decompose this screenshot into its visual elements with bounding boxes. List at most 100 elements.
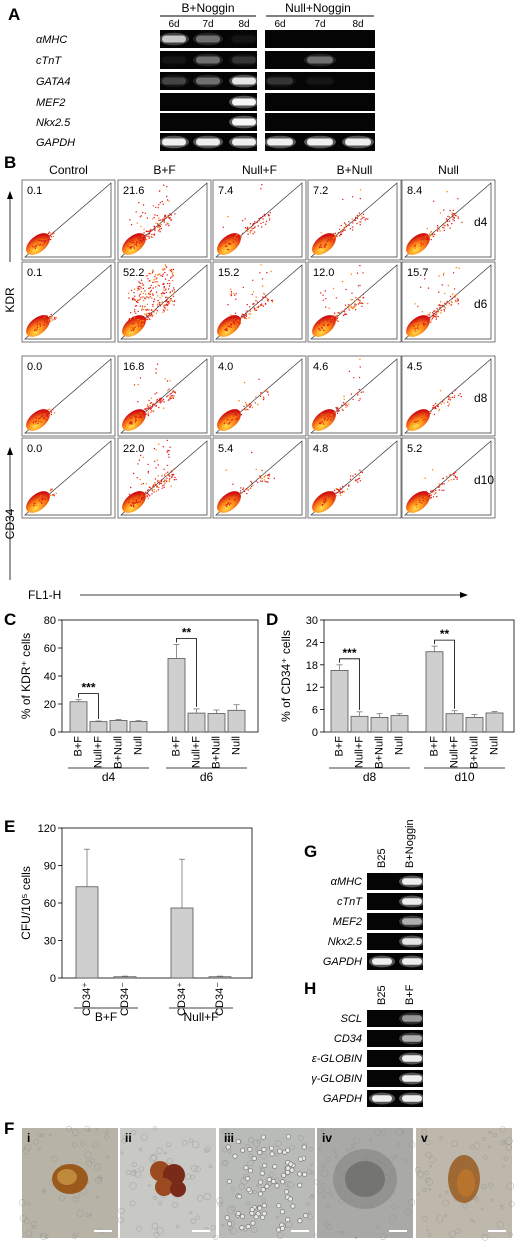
- event-dot: [38, 500, 41, 502]
- diffuse-colony-core: [345, 1161, 385, 1197]
- event-dot: [422, 324, 425, 326]
- cell-speck: [408, 1141, 416, 1149]
- cell-speck: [246, 1201, 250, 1206]
- condition-label-1: B+F: [153, 163, 175, 177]
- band-h-4-1-core: [402, 1095, 422, 1102]
- event-dot: [142, 482, 145, 485]
- event-dot: [352, 222, 354, 224]
- event-dot: [428, 236, 431, 238]
- event-dot: [43, 241, 45, 243]
- event-dot: [160, 399, 162, 401]
- event-dot: [264, 295, 267, 297]
- band-h-3-1: [399, 1072, 425, 1085]
- y-tick-label: 12: [306, 682, 318, 694]
- event-dot: [166, 282, 169, 285]
- event-dot: [164, 308, 166, 310]
- cell-speck: [308, 1147, 313, 1152]
- event-dot: [160, 482, 162, 485]
- event-dot: [142, 456, 144, 459]
- event-dot: [45, 321, 48, 323]
- cell-speck: [204, 1145, 211, 1152]
- event-dot: [341, 404, 343, 406]
- event-dot: [172, 272, 174, 274]
- event-dot: [155, 467, 157, 469]
- event-dot: [169, 277, 172, 279]
- micrograph-label: ii: [125, 1131, 132, 1145]
- event-dot: [441, 401, 444, 403]
- event-dot: [128, 297, 130, 299]
- event-dot: [145, 409, 148, 411]
- gel-column-label-1: B+F: [404, 984, 416, 1005]
- event-dot: [35, 417, 38, 419]
- event-dot: [133, 244, 136, 246]
- event-dot: [359, 398, 361, 400]
- event-dot: [139, 417, 141, 419]
- event-dot: [362, 272, 364, 274]
- event-dot: [153, 311, 155, 313]
- cell-speck: [85, 1213, 90, 1218]
- event-dot: [420, 498, 423, 500]
- event-dot: [414, 245, 416, 247]
- event-dot: [161, 303, 164, 305]
- event-dot: [455, 266, 457, 269]
- gel-lane-h-4: [367, 1090, 423, 1107]
- cell-speck: [226, 1206, 235, 1214]
- cell-speck: [158, 1201, 163, 1206]
- cell-speck: [98, 1175, 102, 1179]
- cell-speck: [247, 1137, 254, 1143]
- event-dot: [166, 274, 168, 276]
- event-dot: [442, 274, 445, 276]
- event-dot: [163, 282, 165, 285]
- event-dot: [140, 215, 142, 217]
- event-dot: [359, 366, 361, 368]
- cell-speck: [337, 1230, 342, 1235]
- event-dot: [354, 473, 356, 475]
- dispersed-cell: [227, 1221, 233, 1227]
- event-dot: [134, 295, 136, 297]
- event-dot: [42, 502, 44, 504]
- event-dot: [149, 408, 152, 410]
- event-dot: [40, 243, 42, 245]
- event-dot: [247, 230, 249, 233]
- event-dot: [442, 226, 444, 228]
- event-dot: [256, 306, 258, 308]
- cell-speck: [31, 1221, 38, 1227]
- cell-speck: [252, 1139, 261, 1148]
- event-dot: [266, 272, 268, 274]
- event-dot: [331, 412, 333, 414]
- event-dot: [447, 405, 449, 407]
- event-dot: [273, 477, 275, 479]
- event-dot: [246, 228, 249, 230]
- event-dot: [419, 499, 421, 502]
- event-dot: [37, 499, 40, 502]
- cell-speck: [408, 1198, 416, 1206]
- cell-speck: [492, 1132, 498, 1138]
- event-dot: [339, 487, 342, 489]
- event-dot: [413, 246, 415, 248]
- event-dot: [170, 271, 173, 273]
- event-dot: [169, 478, 171, 480]
- cell-speck: [217, 1201, 223, 1207]
- event-dot: [436, 225, 439, 227]
- event-dot: [152, 270, 154, 273]
- micrograph-label: i: [27, 1131, 30, 1145]
- event-dot: [420, 286, 422, 288]
- cell-speck: [256, 1184, 259, 1188]
- cell-speck: [480, 1207, 484, 1211]
- event-dot: [336, 314, 338, 316]
- cell-speck: [428, 1187, 432, 1191]
- event-dot: [37, 322, 39, 324]
- event-dot: [321, 500, 323, 502]
- gel-column-label-0: B25: [376, 848, 388, 868]
- event-dot: [430, 490, 432, 492]
- event-dot: [235, 298, 237, 300]
- gate-percent: 5.2: [407, 443, 422, 455]
- cell-speck: [221, 1147, 227, 1153]
- event-dot: [171, 273, 174, 276]
- event-dot: [354, 219, 357, 221]
- dispersed-cell: [274, 1183, 280, 1189]
- event-dot: [144, 290, 146, 292]
- flow-density-core: [122, 315, 146, 337]
- event-dot: [148, 232, 151, 235]
- event-dot: [359, 264, 361, 267]
